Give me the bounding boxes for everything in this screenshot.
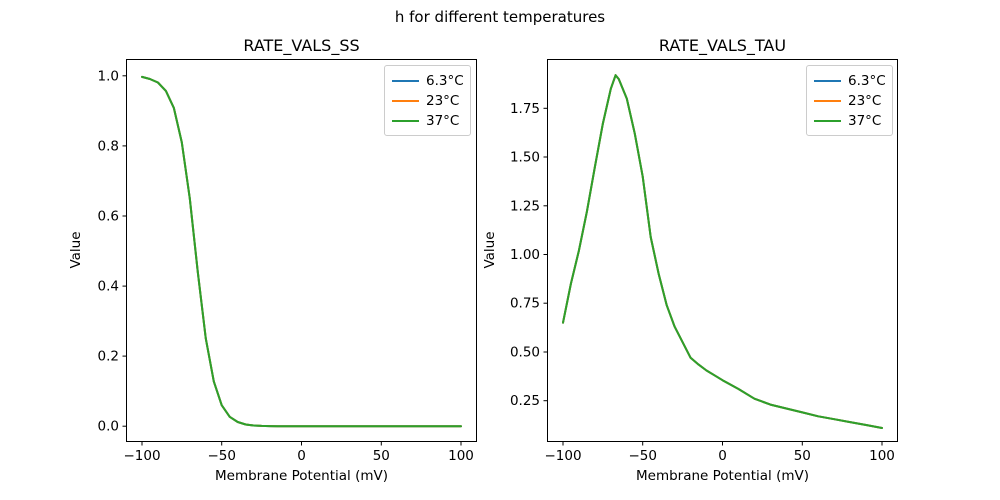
legend-line-sample (392, 80, 419, 82)
legend-line-sample (392, 100, 419, 102)
series-line (141, 75, 462, 428)
tau-y-axis-label: Value (482, 231, 498, 269)
y-tick-label: 0.75 (510, 296, 540, 312)
legend-entry: 37°C (814, 111, 885, 131)
y-tick-label: 0.0 (98, 419, 119, 435)
legend-line-sample (392, 120, 419, 122)
ss-y-axis-label: Value (68, 231, 84, 269)
tau-legend: 6.3°C 23°C 37°C (806, 65, 893, 136)
y-tick-label: 1.75 (510, 101, 540, 117)
y-tick-label: 1.0 (98, 68, 119, 84)
x-tick-label: 100 (869, 448, 895, 464)
ss-legend: 6.3°C 23°C 37°C (384, 65, 471, 136)
tau-plot-axes: −100 −50 0 50 100 0.25 0.50 0.75 1.00 1.25 1.50 1.7… (510, 59, 898, 464)
x-tick-label: 0 (297, 448, 306, 464)
legend-entry: 6.3°C (814, 71, 886, 91)
y-tick-label: 0.4 (98, 279, 119, 295)
x-tick-label: −50 (628, 448, 657, 464)
legend-line-sample (814, 120, 841, 122)
x-tick-label: 50 (373, 448, 390, 464)
y-tick-label: 0.25 (510, 393, 540, 409)
y-tick-label: 1.00 (510, 247, 540, 263)
ss-x-axis-label: Membrane Potential (mV) (214, 468, 388, 484)
ss-plot-axes: −100 −50 0 50 100 0.0 0.2 0.4 0.6 0.8 1.0 (98, 59, 477, 464)
legend-entry: 23°C (392, 91, 463, 111)
y-tick-label: 0.50 (510, 345, 540, 361)
x-tick-label: −50 (207, 448, 236, 464)
series-line (562, 74, 883, 429)
y-tick-label: 0.2 (98, 349, 119, 365)
ss-plot-title: RATE_VALS_SS (243, 36, 360, 55)
y-tick-label: 1.50 (510, 150, 540, 166)
axes-frame (126, 59, 477, 442)
y-tick-label: 1.25 (510, 198, 540, 214)
tau-plot-title: RATE_VALS_TAU (658, 36, 787, 55)
x-tick-label: 100 (448, 448, 474, 464)
y-tick-label: 0.6 (98, 209, 119, 225)
legend-line-sample (814, 100, 841, 102)
legend-line-sample (814, 80, 841, 82)
figure-title: h for different temperatures (394, 8, 606, 26)
y-tick-label: 0.8 (98, 138, 119, 154)
tau-x-axis-label: Membrane Potential (mV) (635, 468, 809, 484)
x-tick-label: 50 (794, 448, 811, 464)
legend-entry: 6.3°C (392, 71, 464, 91)
axes-frame (547, 59, 898, 442)
legend-entry: 37°C (392, 111, 463, 131)
x-tick-label: 0 (718, 448, 727, 464)
x-tick-label: −100 (123, 448, 160, 464)
x-tick-label: −100 (544, 448, 581, 464)
legend-entry: 23°C (814, 91, 885, 111)
